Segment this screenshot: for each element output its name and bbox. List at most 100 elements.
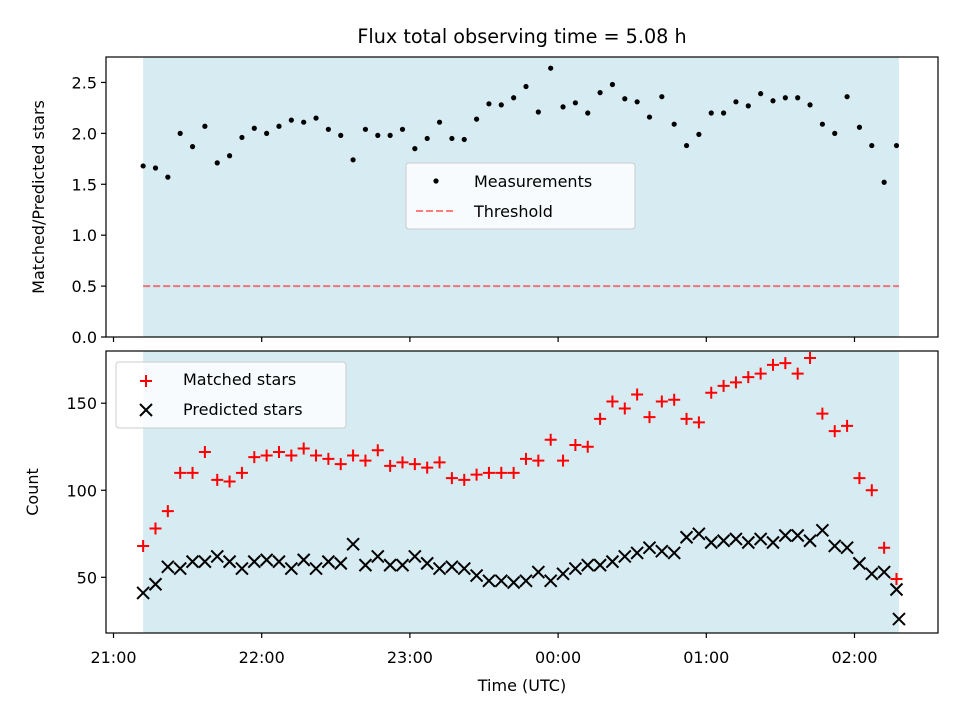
predicted-star-point [371,549,385,564]
measurement-point [696,131,702,137]
measurement-point [301,119,307,125]
matched-star-point [779,357,792,370]
measurement-point [288,117,294,123]
matched-star-point [742,371,755,384]
measurement-point [807,102,813,108]
predicted-star-point [235,561,249,576]
measurement-point [239,134,245,141]
matched-star-point [791,367,804,380]
measurement-point [511,95,517,101]
y-tick-label: 2.5 [72,73,97,92]
matched-star-point [137,539,150,552]
predicted-star-point [568,561,583,576]
predicted-star-point [284,561,299,576]
measurement-point [758,91,764,97]
measurement-point [338,132,344,138]
x-tick-label: 00:00 [535,648,581,667]
measurement-point [745,103,751,109]
measurement-point [597,90,603,96]
matched-star-point [174,466,187,479]
x-tick-label: 02:00 [831,648,877,667]
matched-star-point [322,452,335,465]
measurement-point [893,142,900,149]
predicted-star-point [358,558,373,572]
predicted-star-point [704,535,718,550]
measurement-point [646,114,653,120]
measurement-point [523,83,529,90]
matched-star-point [149,522,162,535]
predicted-star-point [642,540,657,555]
measurement-point [819,121,825,127]
top-legend: Measurements Threshold [405,162,636,230]
predicted-star-point [198,554,212,569]
predicted-star-point [716,534,731,548]
matched-star-point [754,367,767,380]
measurement-point [881,179,887,185]
matched-star-point [717,379,730,392]
predicted-star-point [741,535,755,550]
measurement-point [572,100,578,106]
y-tick-label: 2.0 [72,124,97,143]
matched-star-point [433,456,446,469]
predicted-star-point [445,560,459,574]
matched-star-point [347,449,360,462]
matched-star-point [729,376,742,389]
measurement-point [350,157,356,163]
measurement-point [387,132,393,138]
predicted-star-point [630,546,644,560]
predicted-star-point [729,532,743,546]
matched-star-point [828,425,841,438]
matched-star-point [396,456,409,469]
x-tick-label: 21:00 [90,648,136,667]
measurement-point [782,95,788,101]
bottom-legend: Matched stars Predicted stars [115,361,347,429]
measurement-point [498,102,504,108]
measurement-point [548,65,554,71]
y-tick-label: 0.5 [72,277,97,296]
predicted-star-point [173,561,187,576]
matched-star-point [519,452,532,465]
predicted-star-point [790,528,805,543]
x-tick-label: 22:00 [239,648,285,667]
measurement-point [202,123,208,129]
measurement-point [486,101,492,107]
predicted-star-point [395,558,410,572]
matched-star-point [668,393,681,406]
predicted-star-point [655,544,669,558]
matched-star-point [470,468,483,481]
legend-matched-label: Matched stars [183,370,296,389]
legend-predicted-marker [139,403,153,417]
predicted-star-point [161,560,175,574]
matched-star-point [211,473,224,486]
predicted-star-point [865,567,879,581]
measurement-point [622,96,628,102]
measurement-point [795,95,801,101]
legend-threshold-label: Threshold [473,202,553,221]
measurement-point [844,94,850,100]
matched-star-point [310,449,323,462]
measurement-point [189,144,196,150]
predicted-star-point [692,527,706,541]
measurement-point [226,153,233,159]
matched-star-point [495,466,508,479]
predicted-star-point [519,574,533,588]
predicted-stars-points [136,523,906,626]
measurement-point [399,126,406,132]
predicted-star-point [618,549,632,564]
measurement-point [140,163,146,169]
predicted-star-point [840,540,854,555]
matched-star-point [680,412,693,425]
measurement-point [412,146,418,152]
matched-star-point [186,466,199,479]
predicted-star-point [593,558,607,572]
figure-title: Flux total observing time = 5.08 h [357,25,686,48]
measurement-point [449,135,455,142]
bottom-axes: 50 100 150 21:00 22:00 23:00 00:00 01:00 02:00 [66,394,877,667]
legend-predicted-label: Predicted stars [183,400,303,419]
matched-star-point [816,407,829,420]
predicted-star-point [531,565,546,579]
bottom-legend-box [115,361,347,429]
matched-star-point [445,472,458,485]
measurement-point [362,126,369,132]
matched-star-point [408,458,421,471]
